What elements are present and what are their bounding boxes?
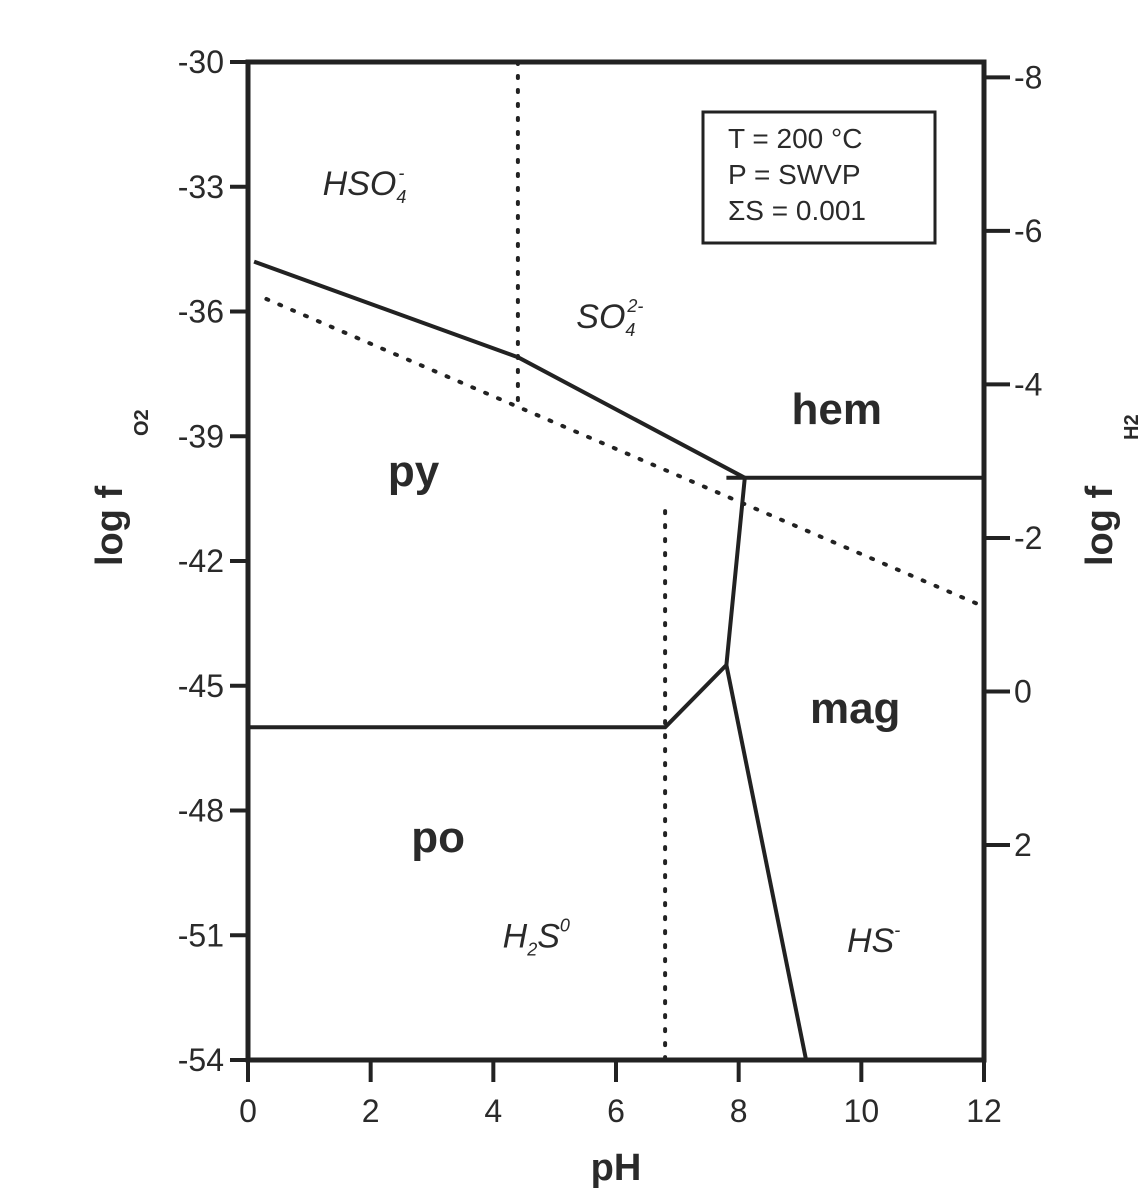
condition-sulfur: ΣS = 0.001: [728, 195, 866, 226]
x-tick-label: 12: [966, 1093, 1002, 1129]
y2-tick-label: -2: [1014, 520, 1042, 556]
y-tick-label: -51: [178, 917, 224, 953]
y-tick-label: -30: [178, 44, 224, 80]
species-label-part: 2-: [626, 296, 643, 316]
field-label-py: py: [388, 447, 440, 496]
species-label-part: 0: [560, 916, 570, 936]
dotted-boundary-4: [264, 297, 986, 609]
condition-temperature: T = 200 °C: [728, 123, 862, 154]
species-label-part: HS: [847, 922, 895, 960]
species-label-part: -: [398, 163, 404, 183]
y-tick-label: -54: [178, 1042, 224, 1078]
solid-boundary-0: [248, 259, 747, 730]
species-label-part: 2: [526, 940, 537, 960]
species-label-part: S: [537, 918, 560, 956]
phase-boundaries: [248, 60, 986, 1062]
field-label-mag: mag: [810, 684, 900, 733]
y-tick-label: -39: [178, 418, 224, 454]
species-label-part: HSO: [323, 165, 397, 203]
y-tick-label: -42: [178, 543, 224, 579]
x-tick-label: 8: [730, 1093, 748, 1129]
x-tick-label: 4: [484, 1093, 502, 1129]
condition-pressure: P = SWVP: [728, 159, 861, 190]
y-axis-right: -8 -6 -4 -2 0 2: [984, 59, 1042, 863]
y-axis-left: -30 -33 -36 -39 -42 -45 -48 -51 -54: [178, 44, 248, 1078]
y2-axis-title-subscript: H2: [1121, 414, 1143, 440]
field-label-hem: hem: [792, 385, 882, 434]
species-label-part: 4: [396, 187, 406, 207]
y2-axis-title: log f H2: [1079, 414, 1143, 566]
y2-tick-label: -8: [1014, 59, 1042, 95]
x-tick-label: 2: [362, 1093, 380, 1129]
y2-tick-label: 2: [1014, 827, 1032, 863]
y-tick-label: -33: [178, 169, 224, 205]
species-label-hs: HS-: [847, 920, 900, 960]
y-axis-title-subscript: O2: [131, 409, 153, 436]
species-label-hso: HSO4 -: [323, 163, 407, 207]
y-tick-label: -48: [178, 793, 224, 829]
conditions-box: T = 200 °C P = SWVP ΣS = 0.001: [701, 110, 937, 245]
species-label-part: H: [503, 918, 528, 956]
y2-tick-label: -6: [1014, 213, 1042, 249]
species-label-h: H2S0: [503, 916, 570, 960]
y-axis-title: log f O2: [89, 409, 153, 566]
species-label-so: SO4 2-: [576, 296, 643, 340]
y2-tick-label: 0: [1014, 674, 1032, 710]
x-tick-label: 10: [844, 1093, 880, 1129]
species-label-part: SO: [576, 298, 625, 336]
y-axis-title-main: log f: [89, 485, 131, 566]
y-tick-label: -45: [178, 668, 224, 704]
y2-axis-title-main: log f: [1079, 485, 1121, 566]
solid-boundary-2: [724, 664, 809, 1061]
y-tick-label: -36: [178, 294, 224, 330]
x-tick-label: 0: [239, 1093, 257, 1129]
x-tick-label: 6: [607, 1093, 625, 1129]
species-label-part: 4: [625, 320, 635, 340]
x-axis: 0 2 4 6 8 10 12: [239, 1060, 1002, 1129]
field-label-po: po: [411, 813, 465, 862]
x-axis-title: pH: [591, 1147, 642, 1189]
species-label-part: -: [894, 920, 900, 940]
y2-tick-label: -4: [1014, 366, 1042, 402]
